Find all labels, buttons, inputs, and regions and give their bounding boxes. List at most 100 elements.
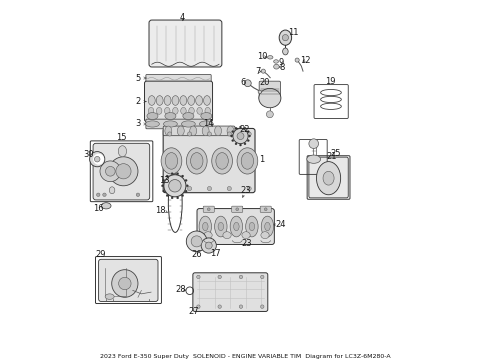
Ellipse shape bbox=[227, 132, 231, 136]
Text: 10: 10 bbox=[257, 52, 268, 61]
Ellipse shape bbox=[240, 126, 242, 128]
Text: 16: 16 bbox=[93, 204, 103, 213]
Text: 15: 15 bbox=[117, 133, 127, 142]
Ellipse shape bbox=[245, 80, 251, 87]
Ellipse shape bbox=[95, 157, 100, 162]
Ellipse shape bbox=[163, 179, 165, 181]
Ellipse shape bbox=[207, 132, 212, 136]
Ellipse shape bbox=[307, 155, 320, 163]
Ellipse shape bbox=[273, 60, 278, 63]
Text: 8: 8 bbox=[279, 63, 285, 72]
Ellipse shape bbox=[182, 175, 184, 177]
Ellipse shape bbox=[239, 305, 243, 309]
Ellipse shape bbox=[119, 277, 131, 290]
Text: 19: 19 bbox=[325, 77, 336, 86]
Ellipse shape bbox=[261, 232, 269, 239]
Ellipse shape bbox=[90, 152, 105, 167]
FancyBboxPatch shape bbox=[259, 81, 281, 99]
Text: 30: 30 bbox=[83, 149, 94, 158]
Ellipse shape bbox=[183, 113, 194, 120]
Ellipse shape bbox=[282, 35, 289, 41]
Ellipse shape bbox=[212, 148, 232, 174]
Ellipse shape bbox=[239, 275, 243, 279]
Ellipse shape bbox=[237, 148, 258, 174]
Ellipse shape bbox=[201, 238, 217, 253]
Ellipse shape bbox=[207, 208, 210, 211]
FancyBboxPatch shape bbox=[203, 206, 214, 212]
Ellipse shape bbox=[165, 153, 178, 169]
Ellipse shape bbox=[186, 231, 207, 252]
Text: 26: 26 bbox=[192, 249, 202, 258]
Text: 20: 20 bbox=[259, 78, 270, 87]
Ellipse shape bbox=[261, 216, 273, 237]
Ellipse shape bbox=[233, 129, 248, 144]
Ellipse shape bbox=[234, 222, 239, 231]
Ellipse shape bbox=[156, 107, 162, 114]
Ellipse shape bbox=[93, 154, 104, 165]
Ellipse shape bbox=[249, 222, 255, 231]
Ellipse shape bbox=[180, 96, 187, 105]
Ellipse shape bbox=[244, 127, 246, 129]
Text: 18: 18 bbox=[155, 207, 166, 216]
Ellipse shape bbox=[164, 96, 171, 105]
Ellipse shape bbox=[258, 90, 262, 94]
Ellipse shape bbox=[103, 193, 106, 197]
Ellipse shape bbox=[237, 132, 244, 140]
Text: 29: 29 bbox=[96, 249, 106, 258]
Ellipse shape bbox=[218, 305, 221, 309]
FancyBboxPatch shape bbox=[197, 208, 274, 244]
Ellipse shape bbox=[164, 175, 186, 197]
Ellipse shape bbox=[273, 64, 279, 69]
Ellipse shape bbox=[197, 107, 202, 114]
Ellipse shape bbox=[105, 294, 114, 300]
Ellipse shape bbox=[161, 185, 164, 187]
Ellipse shape bbox=[168, 186, 172, 190]
Ellipse shape bbox=[172, 107, 178, 114]
Ellipse shape bbox=[181, 121, 196, 127]
Ellipse shape bbox=[188, 96, 195, 105]
Ellipse shape bbox=[265, 222, 270, 231]
Ellipse shape bbox=[242, 232, 250, 239]
Ellipse shape bbox=[148, 96, 155, 105]
Ellipse shape bbox=[148, 107, 154, 114]
Ellipse shape bbox=[215, 216, 227, 237]
Text: 25: 25 bbox=[331, 149, 341, 158]
Ellipse shape bbox=[181, 107, 186, 114]
Ellipse shape bbox=[105, 166, 115, 176]
Ellipse shape bbox=[166, 194, 168, 197]
Ellipse shape bbox=[202, 222, 208, 231]
Ellipse shape bbox=[235, 127, 237, 129]
Ellipse shape bbox=[323, 171, 334, 185]
Ellipse shape bbox=[259, 89, 281, 108]
Ellipse shape bbox=[171, 173, 173, 175]
Text: 11: 11 bbox=[288, 28, 298, 37]
Ellipse shape bbox=[165, 113, 176, 120]
Text: 5: 5 bbox=[135, 73, 141, 82]
Ellipse shape bbox=[247, 131, 249, 132]
Ellipse shape bbox=[188, 186, 192, 190]
FancyBboxPatch shape bbox=[232, 206, 243, 212]
Ellipse shape bbox=[136, 193, 140, 197]
Ellipse shape bbox=[236, 208, 239, 211]
Ellipse shape bbox=[172, 96, 179, 105]
Ellipse shape bbox=[215, 126, 221, 136]
FancyBboxPatch shape bbox=[309, 157, 348, 198]
Text: 12: 12 bbox=[300, 55, 311, 64]
Ellipse shape bbox=[186, 185, 188, 187]
Ellipse shape bbox=[283, 48, 288, 55]
Text: 7: 7 bbox=[255, 67, 261, 76]
FancyBboxPatch shape bbox=[260, 206, 271, 212]
Ellipse shape bbox=[218, 222, 223, 231]
Ellipse shape bbox=[189, 107, 195, 114]
Ellipse shape bbox=[232, 131, 234, 132]
Ellipse shape bbox=[227, 186, 231, 190]
Ellipse shape bbox=[295, 58, 299, 62]
Ellipse shape bbox=[186, 148, 207, 174]
FancyBboxPatch shape bbox=[93, 143, 150, 200]
FancyBboxPatch shape bbox=[193, 273, 268, 311]
Ellipse shape bbox=[185, 190, 187, 192]
Text: 22: 22 bbox=[240, 125, 250, 134]
Ellipse shape bbox=[247, 186, 251, 190]
Ellipse shape bbox=[156, 96, 163, 105]
Text: 17: 17 bbox=[210, 249, 221, 258]
